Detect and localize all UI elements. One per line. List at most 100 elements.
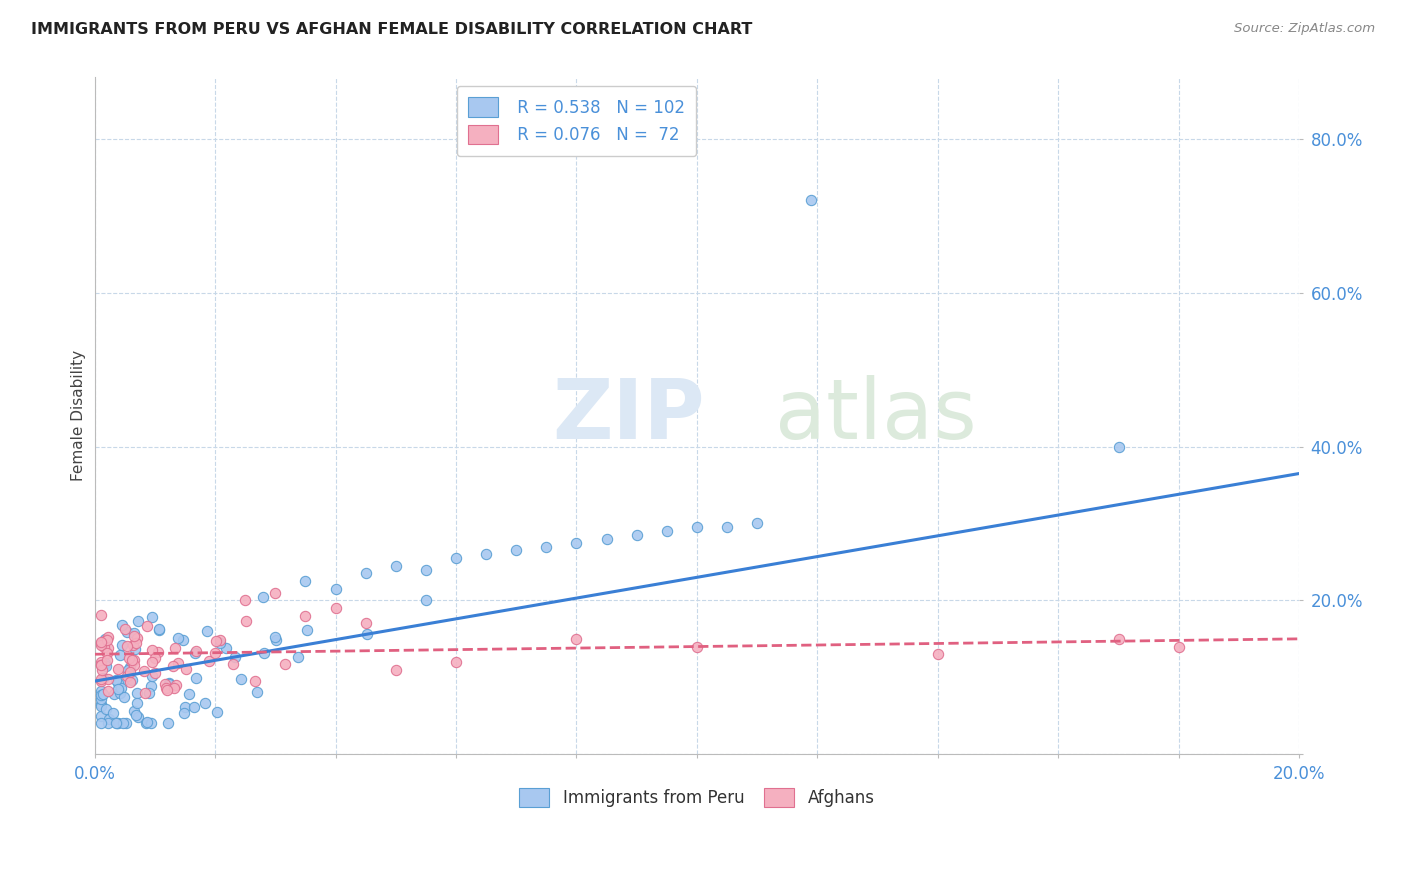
- Point: [118, 651, 141, 665]
- Point: [90, 635, 112, 649]
- Point: [97, 716, 120, 731]
- Point: [122, 638, 145, 652]
- Point: [107, 662, 129, 676]
- Point: [90, 692, 112, 706]
- Point: [122, 704, 145, 718]
- Point: [115, 640, 138, 654]
- Point: [174, 700, 197, 714]
- Point: [146, 645, 169, 659]
- Point: [505, 543, 527, 558]
- Point: [205, 705, 228, 719]
- Point: [172, 633, 194, 648]
- Point: [125, 631, 148, 645]
- Point: [117, 663, 139, 677]
- Point: [122, 629, 145, 643]
- Point: [112, 716, 135, 731]
- Point: [183, 700, 205, 714]
- Point: [141, 610, 163, 624]
- Point: [90, 607, 112, 622]
- Point: [96, 701, 118, 715]
- Point: [287, 650, 309, 665]
- Point: [927, 647, 949, 661]
- Point: [356, 627, 378, 641]
- Point: [96, 653, 118, 667]
- Point: [165, 678, 187, 692]
- Point: [139, 679, 162, 693]
- Point: [110, 681, 132, 696]
- Point: [157, 677, 180, 691]
- Point: [97, 630, 120, 644]
- Point: [107, 682, 129, 697]
- Point: [90, 698, 112, 713]
- Point: [266, 632, 288, 647]
- Point: [1167, 640, 1189, 654]
- Point: [155, 681, 177, 695]
- Point: [112, 673, 135, 688]
- Point: [184, 646, 207, 660]
- Point: [107, 676, 129, 690]
- Point: [94, 657, 117, 671]
- Point: [166, 631, 188, 645]
- Point: [122, 626, 145, 640]
- Point: [354, 566, 377, 581]
- Point: [141, 669, 163, 683]
- Point: [415, 563, 437, 577]
- Point: [96, 632, 118, 647]
- Point: [153, 677, 176, 691]
- Text: ZIP: ZIP: [553, 376, 704, 457]
- Point: [111, 638, 134, 652]
- Point: [97, 673, 120, 687]
- Point: [121, 653, 143, 667]
- Point: [101, 706, 124, 721]
- Point: [325, 582, 347, 596]
- Point: [384, 558, 406, 573]
- Point: [105, 716, 128, 731]
- Point: [134, 686, 156, 700]
- Point: [229, 672, 252, 686]
- Point: [163, 681, 186, 696]
- Point: [686, 520, 709, 534]
- Point: [354, 616, 377, 631]
- Point: [124, 641, 146, 656]
- Point: [214, 641, 236, 656]
- Point: [90, 716, 112, 731]
- Point: [97, 640, 120, 655]
- Point: [108, 686, 131, 700]
- Point: [297, 624, 319, 638]
- Point: [90, 639, 112, 653]
- Point: [135, 716, 157, 731]
- Point: [184, 671, 207, 685]
- Point: [686, 640, 709, 654]
- Point: [90, 697, 112, 711]
- Point: [143, 665, 166, 680]
- Point: [177, 687, 200, 701]
- Point: [209, 632, 232, 647]
- Point: [91, 663, 114, 677]
- Point: [157, 676, 180, 690]
- Point: [141, 655, 163, 669]
- Point: [716, 520, 738, 534]
- Point: [127, 614, 149, 628]
- Point: [125, 636, 148, 650]
- Point: [148, 622, 170, 636]
- Point: [90, 657, 112, 672]
- Point: [122, 653, 145, 667]
- Point: [747, 516, 769, 531]
- Point: [263, 630, 285, 644]
- Point: [565, 632, 588, 646]
- Point: [121, 655, 143, 669]
- Point: [139, 716, 162, 731]
- Point: [173, 706, 195, 720]
- Point: [120, 675, 142, 690]
- Point: [156, 682, 179, 697]
- Point: [93, 640, 115, 654]
- Point: [294, 574, 316, 589]
- Point: [626, 528, 648, 542]
- Point: [475, 547, 498, 561]
- Point: [90, 635, 112, 649]
- Point: [117, 624, 139, 639]
- Point: [294, 608, 316, 623]
- Point: [90, 657, 112, 672]
- Point: [655, 524, 678, 538]
- Point: [91, 671, 114, 685]
